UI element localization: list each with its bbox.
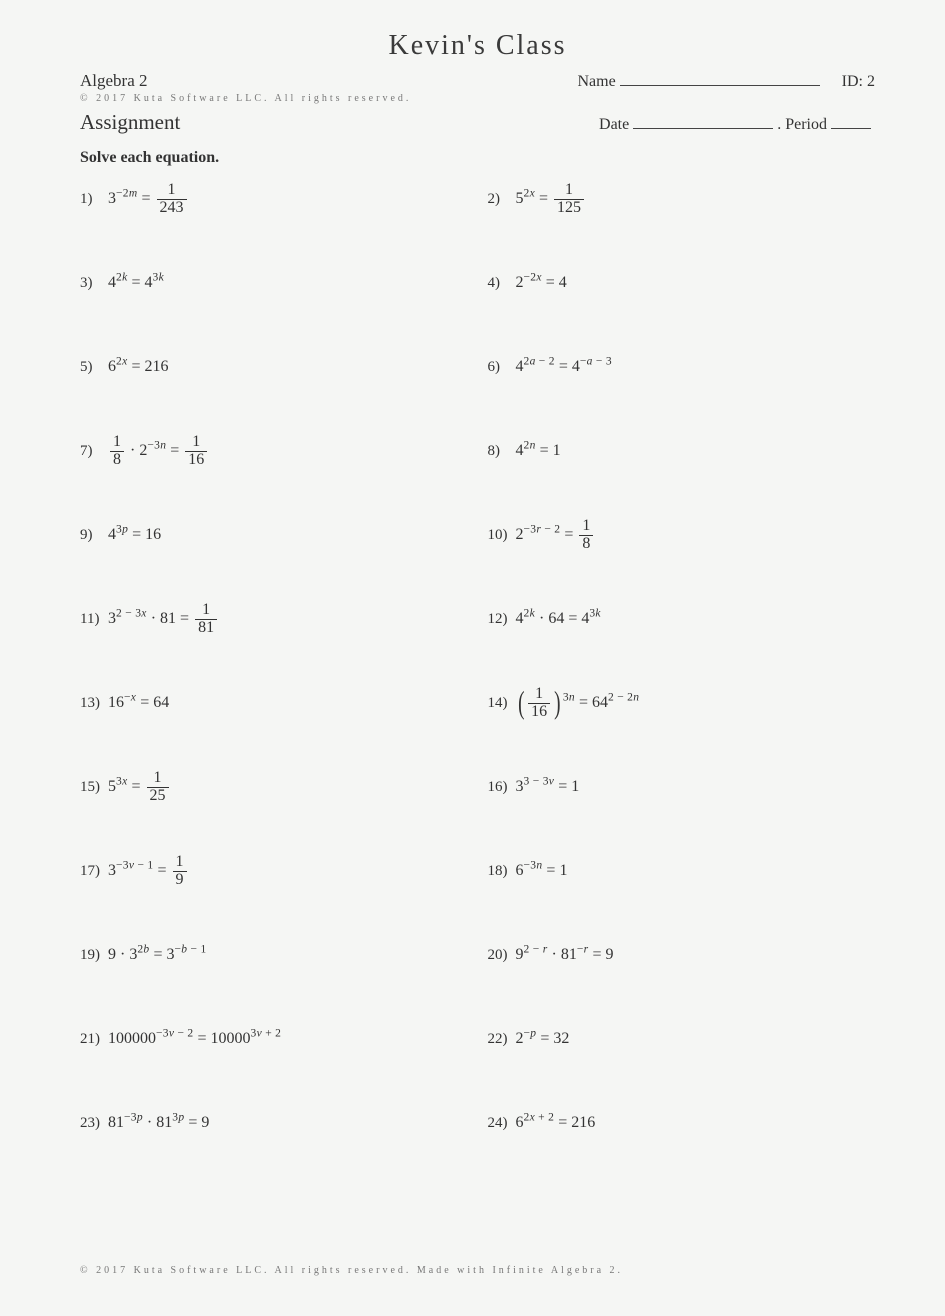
- problem: 13)16−x = 64: [80, 681, 468, 725]
- header-row-1: Algebra 2 Name ID: 2: [80, 70, 875, 91]
- problem: 19)9 · 32b = 3−b − 1: [80, 933, 468, 977]
- problem-equation: 2−2x = 4: [516, 274, 567, 292]
- problem-number: 12): [488, 611, 516, 628]
- problem-grid: 1)3−2m = 12432)52x = 11253)42k = 43k4)2−…: [80, 177, 875, 1145]
- problem: 24)62x + 2 = 216: [488, 1101, 876, 1145]
- problem-number: 22): [488, 1031, 516, 1048]
- problem-equation: 32 − 3x · 81 = 181: [108, 602, 219, 637]
- problem: 11)32 − 3x · 81 = 181: [80, 597, 468, 641]
- problem-equation: 42a − 2 = 4−a − 3: [516, 358, 612, 376]
- problem-number: 17): [80, 863, 108, 880]
- problem: 6)42a − 2 = 4−a − 3: [488, 345, 876, 389]
- problem-equation: (116)3n = 642 − 2n: [516, 686, 640, 721]
- problem-number: 19): [80, 947, 108, 964]
- problem-equation: 52x = 1125: [516, 182, 587, 217]
- problem: 3)42k = 43k: [80, 261, 468, 305]
- problem-number: 11): [80, 611, 108, 628]
- copyright-bottom: © 2017 Kuta Software LLC. All rights res…: [80, 1265, 875, 1276]
- problem-number: 18): [488, 863, 516, 880]
- problem: 9)43p = 16: [80, 513, 468, 557]
- problem: 18)6−3n = 1: [488, 849, 876, 893]
- problem-equation: 100000−3v − 2 = 100003v + 2: [108, 1030, 281, 1048]
- problem-number: 13): [80, 695, 108, 712]
- problem-equation: 42k = 43k: [108, 274, 164, 292]
- problem-equation: 53x = 125: [108, 770, 171, 805]
- problem-number: 24): [488, 1115, 516, 1132]
- problem: 21)100000−3v − 2 = 100003v + 2: [80, 1017, 468, 1061]
- date-blank[interactable]: [633, 113, 773, 129]
- problem-equation: 3−3v − 1 = 19: [108, 854, 189, 889]
- worksheet-page: Kevin's Class Algebra 2 Name ID: 2 © 201…: [0, 0, 945, 1316]
- handwritten-title: Kevin's Class: [80, 30, 875, 62]
- problem-number: 2): [488, 191, 516, 208]
- id-label: ID: 2: [842, 73, 875, 91]
- period-blank[interactable]: [831, 113, 871, 129]
- problem: 20)92 − r · 81−r = 9: [488, 933, 876, 977]
- problem-equation: 2−3r − 2 = 18: [516, 518, 596, 553]
- problem-number: 9): [80, 527, 108, 544]
- problem: 10)2−3r − 2 = 18: [488, 513, 876, 557]
- name-label: Name: [577, 73, 615, 91]
- problem-number: 10): [488, 527, 516, 544]
- problem-equation: 42k · 64 = 43k: [516, 610, 601, 628]
- problem: 14)(116)3n = 642 − 2n: [488, 681, 876, 725]
- problem-number: 6): [488, 359, 516, 376]
- date-label: Date: [599, 116, 629, 134]
- problem-number: 14): [488, 695, 516, 712]
- problem-equation: 81−3p · 813p = 9: [108, 1114, 209, 1132]
- assignment-title: Assignment: [80, 110, 180, 135]
- problem-number: 23): [80, 1115, 108, 1132]
- problem: 16)33 − 3v = 1: [488, 765, 876, 809]
- problem-equation: 18 · 2−3n = 116: [108, 434, 209, 469]
- problem-equation: 43p = 16: [108, 526, 161, 544]
- problem-number: 8): [488, 443, 516, 460]
- name-blank[interactable]: [620, 70, 820, 86]
- problem-number: 4): [488, 275, 516, 292]
- problem: 23)81−3p · 813p = 9: [80, 1101, 468, 1145]
- problem: 1)3−2m = 1243: [80, 177, 468, 221]
- problem-number: 5): [80, 359, 108, 376]
- problem-number: 7): [80, 443, 108, 460]
- problem-number: 21): [80, 1031, 108, 1048]
- problem-number: 16): [488, 779, 516, 796]
- problem-equation: 16−x = 64: [108, 694, 169, 712]
- period-label: . Period: [777, 116, 827, 134]
- problem-equation: 92 − r · 81−r = 9: [516, 946, 614, 964]
- problem: 5)62x = 216: [80, 345, 468, 389]
- problem-equation: 33 − 3v = 1: [516, 778, 580, 796]
- problem: 8)42n = 1: [488, 429, 876, 473]
- problem-equation: 2−p = 32: [516, 1030, 570, 1048]
- problem-equation: 62x + 2 = 216: [516, 1114, 596, 1132]
- header-row-2: Assignment Date . Period: [80, 104, 875, 135]
- copyright-top: © 2017 Kuta Software LLC. All rights res…: [80, 93, 875, 104]
- instructions: Solve each equation.: [80, 149, 875, 167]
- problem-number: 1): [80, 191, 108, 208]
- problem: 7)18 · 2−3n = 116: [80, 429, 468, 473]
- problem: 17)3−3v − 1 = 19: [80, 849, 468, 893]
- problem: 12)42k · 64 = 43k: [488, 597, 876, 641]
- problem-equation: 42n = 1: [516, 442, 561, 460]
- problem-equation: 3−2m = 1243: [108, 182, 189, 217]
- problem-equation: 62x = 216: [108, 358, 169, 376]
- problem: 2)52x = 1125: [488, 177, 876, 221]
- problem-number: 20): [488, 947, 516, 964]
- problem: 22)2−p = 32: [488, 1017, 876, 1061]
- course-name: Algebra 2: [80, 71, 148, 91]
- problem-number: 15): [80, 779, 108, 796]
- problem: 15)53x = 125: [80, 765, 468, 809]
- problem-equation: 6−3n = 1: [516, 862, 568, 880]
- problem: 4)2−2x = 4: [488, 261, 876, 305]
- problem-equation: 9 · 32b = 3−b − 1: [108, 946, 207, 964]
- problem-number: 3): [80, 275, 108, 292]
